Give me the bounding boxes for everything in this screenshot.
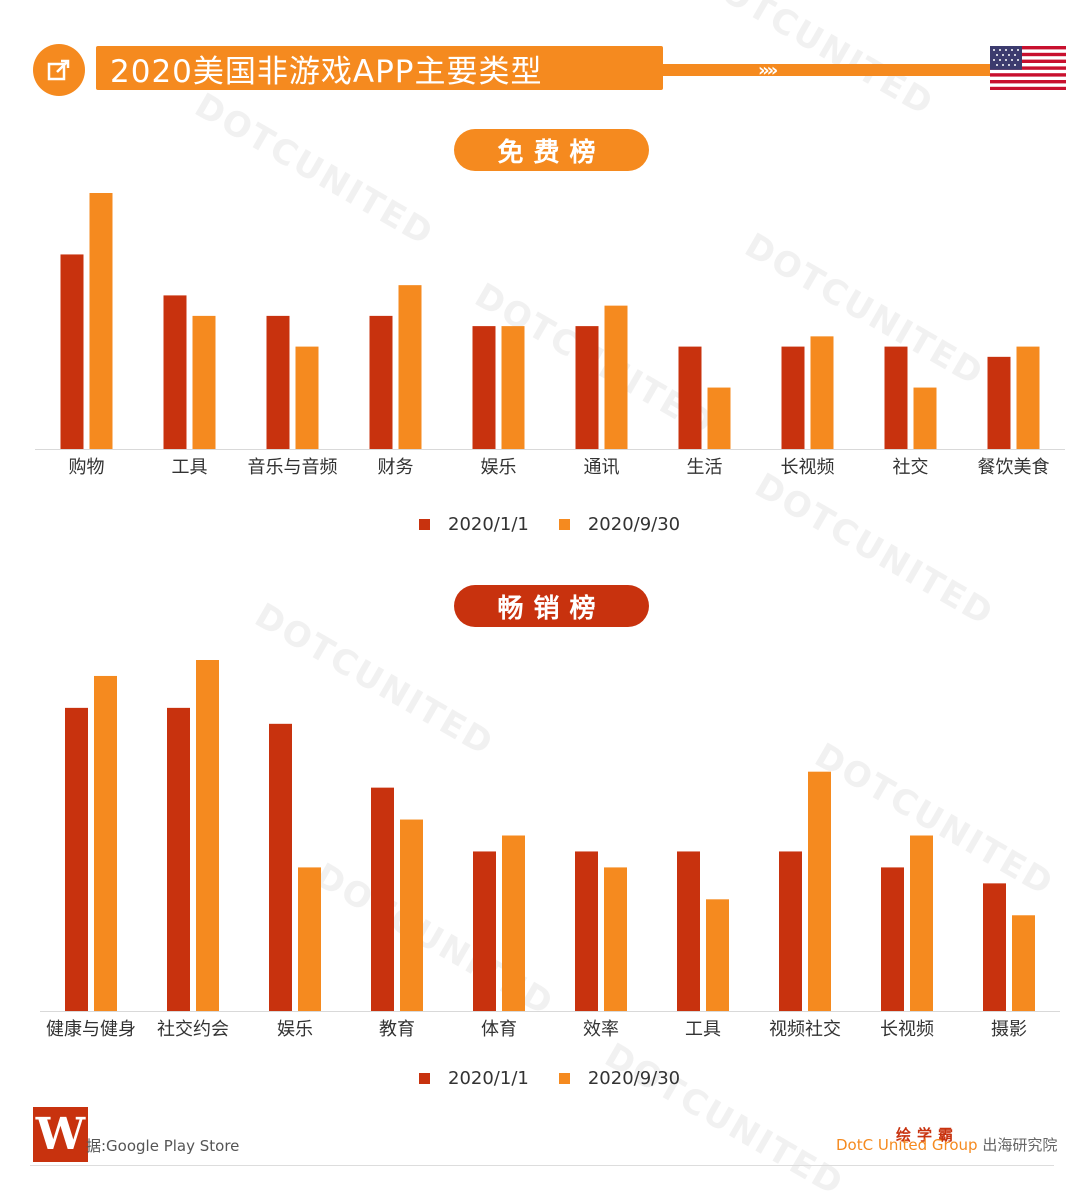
footer-divider: [30, 1165, 1054, 1166]
legend-label-series2: 2020/9/30: [587, 1068, 681, 1089]
legend-swatch-series2: [558, 519, 570, 530]
x-tick-label: 健康与健身: [46, 1019, 136, 1040]
x-tick-label: 餐饮美食: [978, 457, 1050, 478]
x-tick-label: 社交约会: [157, 1019, 229, 1040]
bar-series1: [677, 851, 700, 1011]
bar-series1: [60, 254, 84, 449]
x-tick-label: 效率: [583, 1019, 619, 1040]
bar-series1: [473, 851, 496, 1011]
x-tick-label: 视频社交: [769, 1019, 841, 1040]
bar-series1: [371, 787, 394, 1011]
x-tick-label: 通讯: [584, 457, 620, 478]
legend-label-series2: 2020/9/30: [587, 514, 681, 535]
arrows-icon: »»: [758, 60, 778, 81]
grossing-chart-title: 畅销榜: [454, 585, 649, 627]
bar-series1: [881, 867, 904, 1011]
x-tick-label: 工具: [685, 1019, 721, 1040]
bar-series2: [604, 305, 628, 449]
bar-series2: [707, 387, 731, 449]
bar-series2: [808, 771, 831, 1011]
brand-logo: W: [33, 1107, 88, 1162]
bar-series1: [472, 326, 496, 449]
bar-series1: [167, 707, 190, 1011]
x-tick-label: 体育: [481, 1019, 517, 1040]
x-tick-label: 长视频: [880, 1019, 934, 1040]
legend-swatch-series1: [419, 519, 430, 530]
bar-series1: [983, 883, 1006, 1011]
bar-series2: [94, 675, 117, 1011]
brand-name-cn: 出海研究院: [982, 1136, 1058, 1154]
x-tick-label: 教育: [379, 1019, 415, 1040]
legend-free: 2020/1/1 2020/9/30: [419, 514, 710, 535]
bar-series1: [575, 326, 599, 449]
x-tick-label: 娱乐: [481, 457, 517, 478]
bar-series2: [400, 819, 423, 1011]
stamp-text: 绘学霸: [896, 1126, 960, 1144]
bar-series2: [1016, 346, 1040, 449]
footer-brand: DotC United Group 出海研究院: [836, 1134, 1057, 1155]
bar-series2: [295, 346, 319, 449]
bar-series1: [163, 295, 187, 449]
bar-series2: [192, 315, 216, 449]
x-tick-label: 购物: [69, 457, 105, 478]
x-tick-label: 社交: [893, 457, 929, 478]
bar-series2: [196, 660, 219, 1011]
bar-series2: [810, 336, 834, 449]
x-tick-label: 娱乐: [277, 1019, 313, 1040]
x-tick-label: 长视频: [781, 457, 835, 478]
x-tick-label: 音乐与音频: [248, 457, 338, 478]
x-tick-label: 摄影: [991, 1019, 1027, 1040]
bar-series1: [65, 707, 88, 1011]
bar-series2: [298, 867, 321, 1011]
bar-series1: [884, 346, 908, 449]
us-flag-icon: [990, 46, 1066, 90]
legend-grossing: 2020/1/1 2020/9/30: [419, 1068, 710, 1089]
x-tick-label: 工具: [172, 457, 208, 478]
header-bar: 2020美国非游戏APP主要类型: [96, 46, 663, 90]
bar-series2: [398, 285, 422, 449]
legend-swatch-series2: [558, 1073, 570, 1084]
data-source: 据:Google Play Store: [86, 1137, 240, 1155]
page-title: 2020美国非游戏APP主要类型: [110, 53, 543, 90]
bar-series1: [266, 315, 290, 449]
bar-series2: [706, 899, 729, 1011]
x-tick-label: 生活: [687, 457, 723, 478]
bar-series1: [678, 346, 702, 449]
legend-label-series1: 2020/1/1: [448, 514, 529, 535]
bar-series1: [575, 851, 598, 1011]
x-tick-label: 财务: [378, 457, 414, 478]
bar-series1: [269, 723, 292, 1011]
header-line: [640, 64, 990, 76]
share-icon: [33, 44, 85, 96]
bar-series2: [913, 387, 937, 449]
bar-series2: [89, 193, 113, 449]
bar-series1: [779, 851, 802, 1011]
bar-series2: [1012, 915, 1035, 1011]
bar-series1: [369, 315, 393, 449]
bar-series2: [604, 867, 627, 1011]
brand-name: DotC United Group: [836, 1136, 978, 1154]
free-chart-title: 免费榜: [454, 129, 649, 171]
bar-series2: [502, 835, 525, 1011]
bar-series1: [987, 356, 1011, 449]
bar-series2: [501, 326, 525, 449]
bar-series2: [910, 835, 933, 1011]
legend-label-series1: 2020/1/1: [448, 1068, 529, 1089]
legend-swatch-series1: [419, 1073, 430, 1084]
bar-series1: [781, 346, 805, 449]
